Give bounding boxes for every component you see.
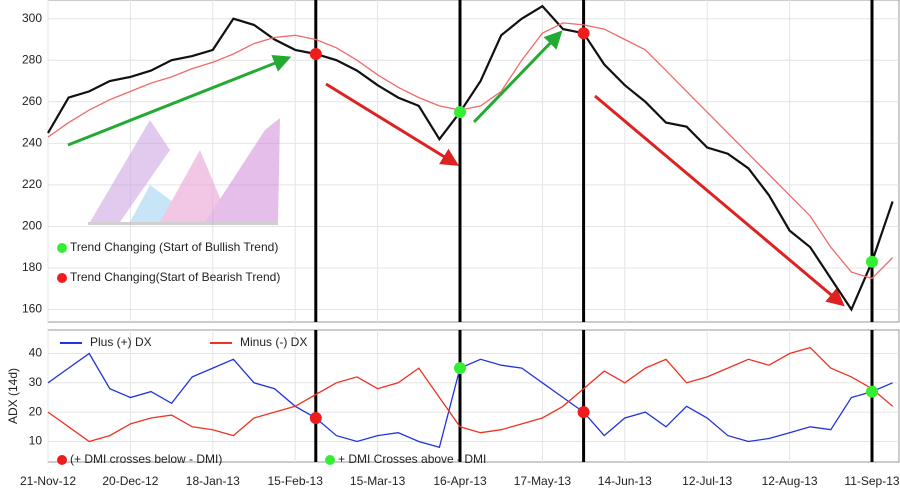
- x-tick-label: 15-Mar-13: [350, 474, 406, 488]
- arrows: [67, 30, 845, 307]
- signal-dot: [454, 362, 466, 375]
- y-tick-label: 200: [22, 219, 42, 233]
- annotation: Trend Changing(Start of Bearish Trend): [70, 270, 280, 284]
- legend-dot: [57, 273, 67, 283]
- y-tick-label: 10: [29, 434, 43, 448]
- legend-label: Minus (-) DX: [240, 335, 307, 349]
- x-tick-label: 21-Nov-12: [20, 474, 76, 488]
- bullish-arrow: [472, 30, 563, 124]
- x-tick-label: 12-Aug-13: [762, 474, 818, 488]
- signal-dot: [866, 255, 878, 268]
- x-tick-label: 12-Jul-13: [682, 474, 732, 488]
- y-tick-label: 160: [22, 302, 42, 316]
- bullish-arrow: [67, 54, 292, 147]
- signal-dot: [577, 406, 590, 419]
- x-tick-label: 15-Feb-13: [268, 474, 324, 488]
- signal-dot: [454, 106, 466, 119]
- bearish-arrow: [325, 82, 460, 166]
- legend-dot: [325, 455, 335, 465]
- panel-layer: [47, 0, 899, 322]
- legend-dot: [57, 455, 67, 465]
- bearish-arrow: [594, 94, 845, 307]
- series-line: [47, 4, 894, 312]
- annotation: + DMI Crosses above - DMI: [338, 452, 486, 466]
- y-tick-label: 300: [22, 11, 42, 25]
- y-axis-label: ADX (14d): [6, 368, 20, 424]
- legend-dot: [57, 243, 67, 253]
- x-tick-label: 11-Sep-13: [844, 474, 899, 488]
- x-tick-label: 17-May-13: [514, 474, 572, 488]
- y-tick-label: 240: [22, 136, 42, 150]
- x-tick-label: 18-Jan-13: [186, 474, 240, 488]
- signal-dot: [309, 48, 322, 61]
- annotation: (+ DMI crosses below - DMI): [70, 452, 222, 466]
- y-tick-label: 280: [22, 52, 42, 66]
- signal-dot: [577, 27, 590, 40]
- x-tick-label: 20-Dec-12: [102, 474, 158, 488]
- y-tick-label: 220: [22, 177, 42, 191]
- legend-label: Plus (+) DX: [90, 335, 152, 349]
- x-tick-label: 14-Jun-13: [598, 474, 652, 488]
- signal-dot: [866, 385, 878, 398]
- x-tick-label: 16-Apr-13: [433, 474, 487, 488]
- y-tick-label: 40: [29, 346, 43, 360]
- series-line: [47, 22, 894, 280]
- y-tick-label: 20: [29, 404, 43, 418]
- y-tick-label: 180: [22, 260, 42, 274]
- signal-dot: [309, 412, 322, 424]
- annotation: Trend Changing (Start of Bullish Trend): [70, 240, 278, 254]
- series-line: [47, 346, 894, 443]
- y-tick-label: 260: [22, 94, 42, 108]
- series-line: [47, 352, 893, 449]
- logo: [88, 118, 280, 225]
- y-tick-label: 30: [29, 375, 43, 389]
